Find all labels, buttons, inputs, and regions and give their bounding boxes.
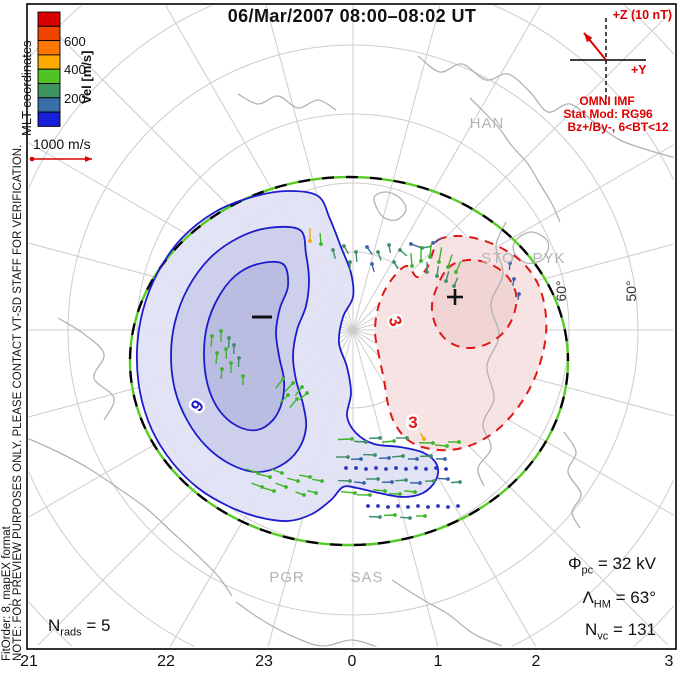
- mlt-hour-label: 3: [665, 653, 674, 670]
- contour-value-label: 3: [408, 413, 417, 432]
- negative-potential-contour: [203, 260, 290, 432]
- station-label: PGR: [269, 569, 305, 586]
- imf-y-axis-label: +Y: [631, 63, 647, 77]
- hm-latitude-value: ΛHM = 63°: [582, 588, 656, 611]
- imf-source-label: OMNI IMF: [579, 94, 635, 108]
- potential-drop-value: Φpc = 32 kV: [567, 554, 656, 577]
- mlt-hour-label: 21: [20, 653, 38, 670]
- station-label: HAN: [470, 115, 505, 132]
- station-label: PYK: [532, 250, 565, 267]
- lambda-symbol: Λ: [582, 588, 594, 607]
- imf-clock-dial: [570, 18, 646, 104]
- velocity-colorbar: [37, 11, 61, 127]
- fit-order-note: FitOrder: 8, mapEX format: [1, 526, 13, 661]
- vector-count-value: Nvc = 131: [584, 620, 656, 643]
- station-label: SAS: [350, 569, 383, 586]
- reference-vector-arrow: [29, 156, 92, 162]
- positive-cell-sign: [447, 289, 463, 305]
- colorbar-tick-600: 600: [64, 34, 86, 49]
- colorbar-label: Vel [m/s]: [79, 50, 94, 104]
- mlt-hour-label: 0: [348, 653, 357, 670]
- station-label: STO: [481, 250, 515, 267]
- imf-z-axis-label: +Z (10 nT): [612, 8, 672, 22]
- positive-potential-contour: [373, 234, 548, 452]
- mlt-hour-label: 2: [532, 653, 541, 670]
- preview-disclaimer-note: NOTE: FOR PREVIEW PURPOSES ONLY. PLEASE …: [12, 144, 24, 661]
- positive-cell-fill: [431, 259, 517, 349]
- plot-title: 06/Mar/2007 08:00–08:02 UT: [227, 6, 477, 26]
- hm-boundary: [128, 175, 570, 547]
- coastlines: [28, 55, 674, 647]
- colorbar-tick-400: 400: [64, 62, 86, 77]
- coordinates-note: MLT coordinates: [19, 40, 34, 136]
- reference-vector-label: 1000 m/s: [33, 136, 91, 152]
- negative-cell-fill: [203, 261, 289, 431]
- negative-potential-contour: [135, 190, 440, 522]
- plot-frame: [26, 3, 677, 650]
- imf-condition-label: Bz+/By-, 6<BT<12: [567, 120, 669, 134]
- latitude-label: 50°: [623, 280, 639, 301]
- radar-count-value: Nrads = 5: [48, 616, 111, 639]
- velocity-vectors: [210, 228, 521, 520]
- phi-symbol: Φ: [567, 554, 582, 573]
- colorbar-tick-200: 200: [64, 91, 86, 106]
- mlt-hour-label: 1: [434, 653, 443, 670]
- mlt-hour-label: 23: [255, 653, 273, 670]
- latitude-label: 60°: [553, 280, 569, 301]
- mlt-hour-label: 22: [157, 653, 175, 670]
- imf-model-label: Stat Mod: RG96: [563, 107, 653, 121]
